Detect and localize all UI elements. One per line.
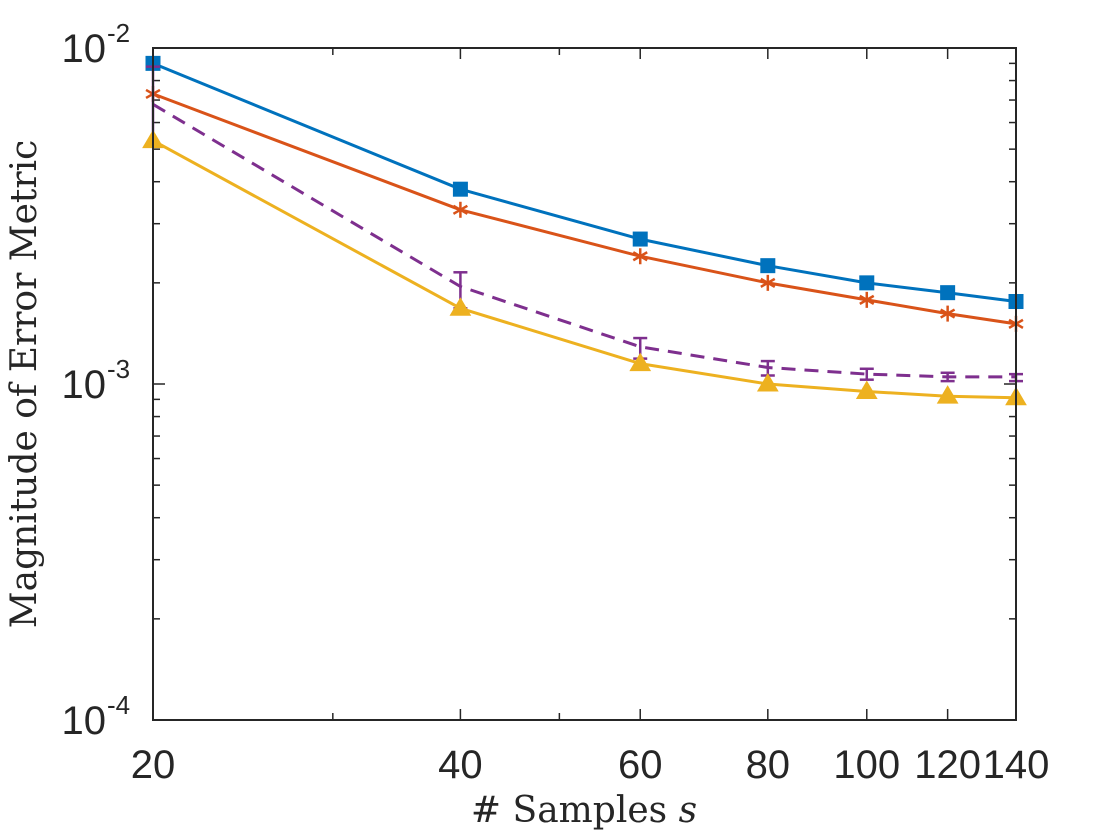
asterisk-stroke [940, 308, 956, 319]
y-tick-label-base: 10 [62, 27, 107, 71]
data-point [452, 201, 468, 218]
y-tick-label: 10 -4 [62, 690, 131, 743]
data-point [629, 352, 652, 372]
x-axis-title-text: # Samples [471, 790, 667, 831]
y-tick-label-exponent: -3 [107, 354, 130, 384]
series-4-line [152, 139, 1017, 400]
data-point [632, 248, 648, 265]
y-axis-title: Magnitude of Error Metric [4, 140, 45, 629]
plot-frame [152, 47, 1017, 721]
x-tick-label: 60 [618, 743, 663, 787]
x-tick-label: 140 [983, 743, 1050, 787]
y-tick-label-base: 10 [62, 363, 107, 407]
series-2-line [152, 92, 1017, 326]
x-tick-label: 120 [914, 743, 981, 787]
data-point [632, 231, 648, 247]
tick-marks [152, 47, 1017, 721]
data-point [760, 274, 776, 291]
x-tick-label: 100 [833, 743, 900, 787]
y-tick-label-exponent: -2 [107, 18, 130, 48]
y-tick-label: 10 -2 [62, 18, 131, 71]
data-point [859, 291, 875, 308]
y-tick-label-exponent: -4 [107, 690, 130, 720]
y-tick-label-base: 10 [62, 699, 107, 743]
data-point [855, 380, 878, 399]
y-tick-label: 10 -3 [62, 354, 131, 407]
x-tick-label: 20 [131, 743, 176, 787]
series-1 [145, 55, 1024, 310]
data-point [940, 285, 956, 301]
data-point [859, 275, 875, 291]
asterisk-stroke [760, 277, 776, 288]
data-point [449, 297, 472, 316]
data-point [760, 258, 776, 274]
data-point [936, 385, 959, 404]
data-point [940, 305, 956, 322]
x-tick-label: 40 [438, 743, 483, 787]
x-axis-title: # Samples s [471, 790, 697, 831]
data-point [452, 181, 468, 197]
x-axis-title-variable: s [679, 790, 697, 831]
x-tick-label: 80 [746, 743, 791, 787]
asterisk-stroke [632, 251, 648, 262]
series-4 [142, 129, 1027, 406]
asterisk-stroke [452, 204, 468, 215]
asterisk-stroke [859, 294, 875, 305]
data-point [756, 373, 779, 392]
series-layer [142, 55, 1027, 406]
